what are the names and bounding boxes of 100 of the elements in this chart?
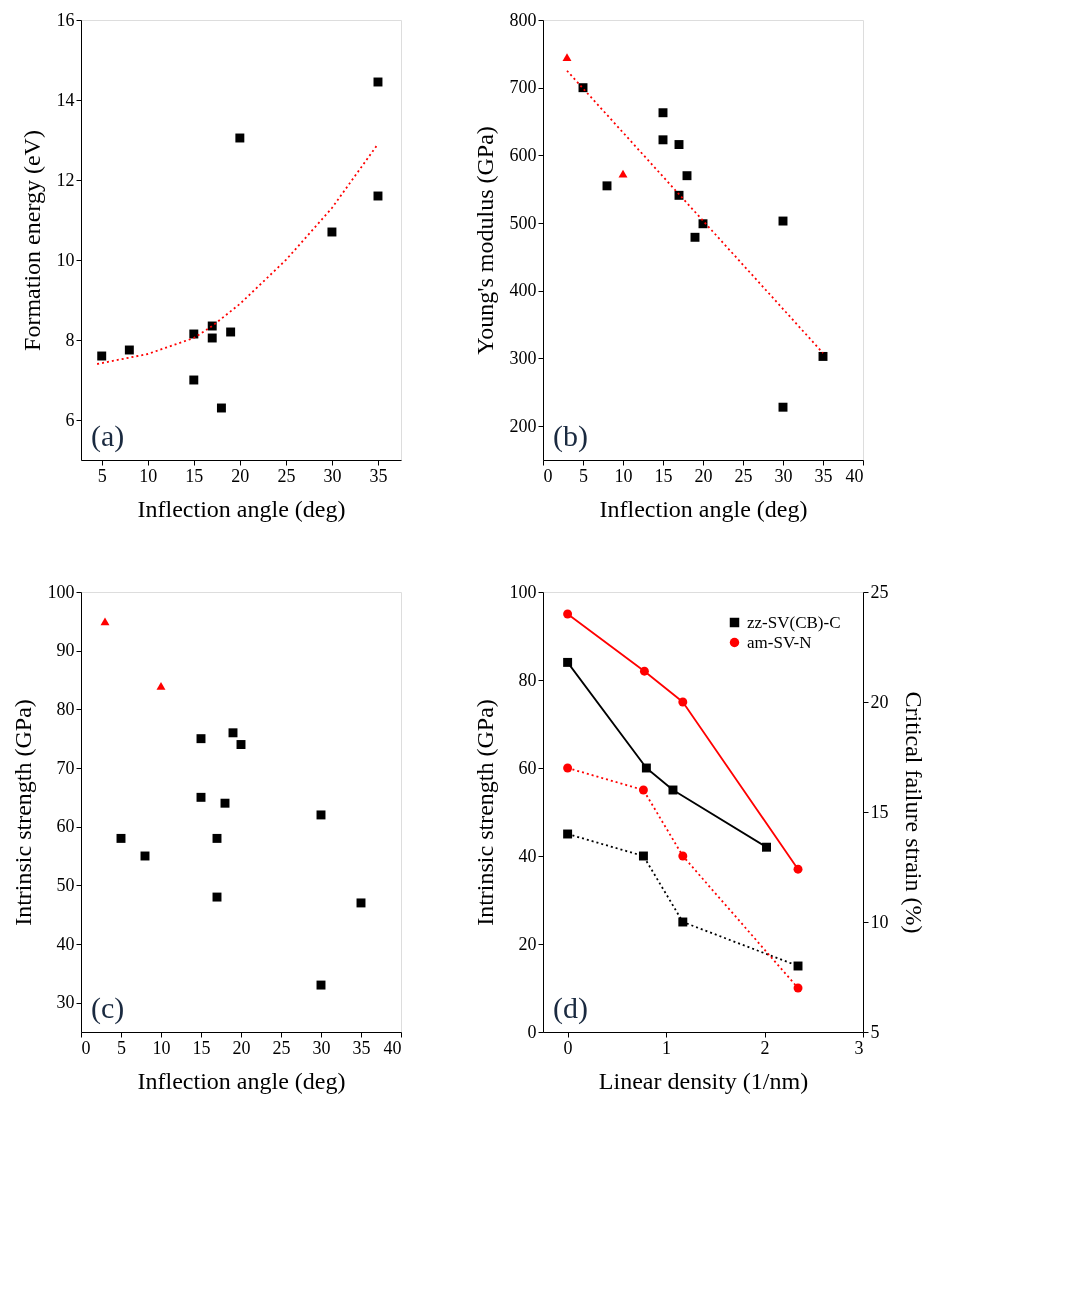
y2-tick-label: 10 [870, 911, 889, 932]
x-tick-label: 15 [185, 465, 204, 486]
y-tick-label: 90 [56, 640, 75, 661]
y-tick-label: 16 [56, 9, 75, 30]
x-tick-label: 35 [814, 465, 833, 486]
point [216, 403, 226, 413]
y-tick-label: 100 [509, 581, 537, 602]
point [116, 833, 126, 843]
point [220, 798, 230, 808]
x-tick-label: 1 [662, 1037, 672, 1058]
y-axis-title: Formation energy (eV) [18, 130, 45, 351]
x-tick-label: 25 [734, 465, 753, 486]
point [100, 617, 110, 626]
point [638, 785, 648, 795]
y-tick-label: 50 [56, 874, 75, 895]
point [674, 140, 684, 150]
point [682, 171, 692, 181]
x-tick-label: 40 [383, 1037, 402, 1058]
x-tick-label: 20 [232, 1037, 251, 1058]
point [658, 108, 668, 118]
point [316, 810, 326, 820]
y-tick-label: 40 [518, 845, 537, 866]
x-tick-label: 15 [654, 465, 673, 486]
point [602, 181, 612, 191]
point [639, 666, 649, 676]
line-series [96, 143, 379, 365]
annotation: (a) [91, 419, 125, 453]
y-tick-label: 0 [527, 1021, 537, 1042]
x-tick-label: 5 [97, 465, 107, 486]
x-tick-label: 35 [352, 1037, 371, 1058]
point [562, 53, 572, 62]
point [641, 763, 651, 773]
y-tick-label: 12 [56, 169, 75, 190]
y-tick-label: 700 [509, 77, 537, 98]
point [97, 351, 107, 361]
y-tick-label: 8 [65, 329, 75, 350]
point [327, 227, 337, 237]
point [316, 980, 326, 990]
annotation: (b) [553, 419, 588, 453]
y-tick-label: 600 [509, 144, 537, 165]
point [658, 135, 668, 145]
legend-label: zz-SV(CB)-C [747, 612, 841, 632]
point [762, 842, 771, 852]
x-tick-label: 10 [139, 465, 158, 486]
point [793, 983, 803, 993]
y-tick-label: 800 [509, 9, 537, 30]
x-axis-title: Inflection angle (deg) [137, 1067, 346, 1094]
point [563, 657, 573, 667]
y-tick-label: 500 [509, 212, 537, 233]
point [235, 133, 245, 143]
y-tick-label: 6 [65, 409, 75, 430]
y-tick-label: 80 [56, 698, 75, 719]
point [226, 327, 236, 337]
x-tick-label: 5 [117, 1037, 126, 1058]
y2-tick-label: 15 [870, 801, 889, 822]
point [236, 740, 246, 750]
x-axis-title: Inflection angle (deg) [599, 495, 808, 522]
point [196, 734, 206, 744]
y-tick-label: 400 [509, 280, 537, 301]
y-tick-label: 14 [56, 89, 75, 110]
y-tick-label: 40 [56, 933, 75, 954]
point [678, 697, 688, 707]
x-tick-label: 0 [81, 1037, 91, 1058]
y-axis-title: Intrinsic strength (GPa) [9, 699, 36, 926]
x-tick-label: 3 [854, 1037, 864, 1058]
point [778, 216, 788, 226]
point [563, 763, 573, 773]
x-axis-title: Inflection angle (deg) [137, 495, 346, 522]
point [690, 232, 700, 242]
x-tick-label: 0 [563, 1037, 573, 1058]
annotation: (d) [553, 991, 588, 1025]
y2-axis-title: Critical failure strain (%) [900, 691, 927, 934]
y-tick-label: 60 [56, 816, 75, 837]
y2-tick-label: 25 [870, 581, 889, 602]
x-tick-label: 35 [369, 465, 388, 486]
x-tick-label: 25 [277, 465, 296, 486]
y2-tick-label: 20 [870, 691, 889, 712]
point [778, 402, 788, 412]
y-tick-label: 60 [518, 757, 537, 778]
point [212, 833, 222, 843]
point [668, 785, 678, 795]
point [638, 851, 648, 861]
point [563, 829, 573, 839]
y-tick-label: 70 [56, 757, 75, 778]
x-tick-label: 10 [152, 1037, 171, 1058]
point [228, 728, 238, 738]
x-tick-label: 0 [543, 465, 553, 486]
y-tick-label: 100 [47, 581, 75, 602]
y-tick-label: 30 [56, 992, 75, 1013]
x-tick-label: 20 [231, 465, 250, 486]
y-tick-label: 300 [509, 347, 537, 368]
legend-label: am-SV-N [747, 632, 812, 652]
y-axis-title: Young's modulus (GPa) [471, 126, 498, 355]
point [356, 898, 366, 908]
point [678, 851, 688, 861]
x-tick-label: 15 [192, 1037, 211, 1058]
y-tick-label: 80 [518, 669, 537, 690]
point [196, 792, 206, 802]
point [793, 864, 803, 874]
y-tick-label: 10 [56, 249, 75, 270]
